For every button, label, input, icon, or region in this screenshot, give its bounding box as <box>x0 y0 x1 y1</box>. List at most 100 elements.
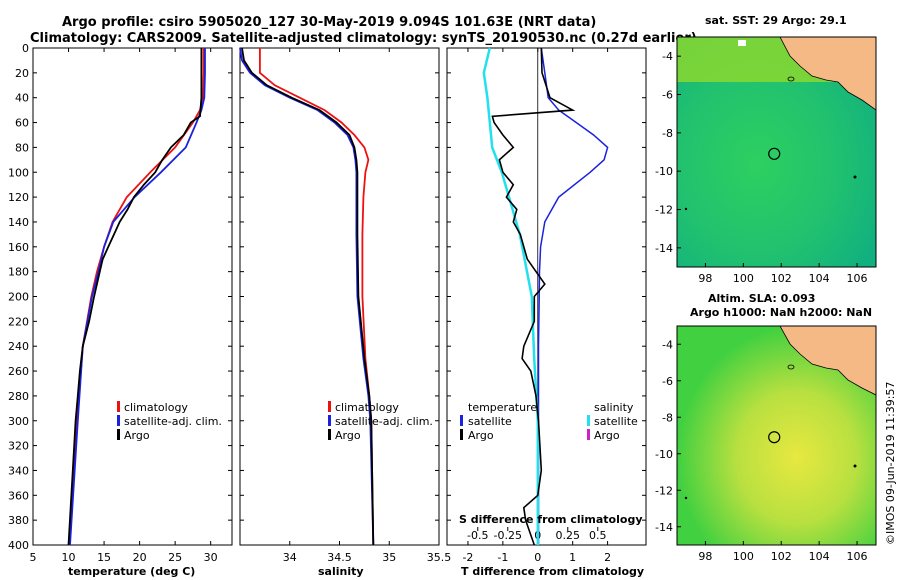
depth-tick-label: 320 <box>8 440 29 453</box>
sla-island <box>684 496 688 500</box>
legend-satellite-adj: satellite-adj. clim. <box>335 415 433 428</box>
depth-tick-label: 200 <box>8 291 29 304</box>
title-line2: Climatology: CARS2009. Satellite-adjuste… <box>30 31 697 46</box>
temperature-legend: climatology satellite-adj. clim. Argo <box>117 401 222 442</box>
depth-tick-label: 360 <box>8 489 29 502</box>
legend-climatology: climatology <box>335 401 399 414</box>
credit-text: ©IMOS 09-Jun-2019 11:39:57 <box>884 381 897 545</box>
sla-island <box>787 364 795 370</box>
lon-tick-label: 106 <box>847 550 868 563</box>
depth-tick-label: 20 <box>15 67 29 80</box>
sst-island <box>787 76 795 82</box>
legend-s-satellite: satellite <box>594 415 638 428</box>
salinity-legend: climatology satellite-adj. clim. Argo <box>328 401 433 442</box>
lon-tick-label: 104 <box>809 272 830 285</box>
depth-tick-label: 0 <box>22 42 29 55</box>
legend-swatch-climatology <box>117 401 120 412</box>
x-tick-label: 1 <box>569 551 576 564</box>
argo-position-marker <box>768 431 781 444</box>
depth-tick-label: 40 <box>15 92 29 105</box>
series-line-t-satellite <box>537 47 609 545</box>
legend-salinity-title: salinity <box>594 401 634 414</box>
legend-temperature-title: temperature <box>468 401 537 414</box>
series-line-satellite-adj-clim- <box>239 47 375 546</box>
series-line-argo <box>67 48 203 546</box>
x-tick-label: 34.5 <box>327 551 352 564</box>
legend-swatch-s-satellite <box>587 415 590 426</box>
depth-axis: 0 20 40 60 80 100 120 140 160 180 200 220 240 260 280 3… <box>8 42 646 552</box>
x-tick-label: 35 <box>382 551 396 564</box>
salinity-x-axis: 34 34.5 35 35.5 <box>283 48 452 564</box>
series-line-argo <box>241 47 375 546</box>
lon-tick-label: 106 <box>847 272 868 285</box>
sst-map <box>677 37 876 267</box>
sst-island <box>853 175 857 179</box>
difference-top-label: S difference from climatology <box>459 513 643 526</box>
legend-argo: Argo <box>335 429 361 442</box>
temperature-panel <box>32 47 233 546</box>
salinity-xlabel: salinity <box>318 565 364 578</box>
x-tick-label: 25 <box>168 551 182 564</box>
lat-tick-label: -14 <box>655 521 673 534</box>
depth-tick-label: 160 <box>8 241 29 254</box>
legend-swatch-s-argo <box>587 429 590 440</box>
legend-argo: Argo <box>124 429 150 442</box>
temperature-x-axis: 5 10 15 20 25 30 <box>30 48 218 564</box>
sst-land <box>779 37 876 111</box>
x-tick-label: 2 <box>604 551 611 564</box>
sla-island <box>853 464 857 468</box>
temperature-series <box>67 48 206 546</box>
lat-tick-label: -10 <box>655 448 673 461</box>
x-tick-label: -1 <box>497 551 508 564</box>
depth-tick-label: 380 <box>8 514 29 527</box>
s-tick-label: -0.5 <box>467 529 488 542</box>
legend-climatology: climatology <box>124 401 188 414</box>
sst-missing-data <box>738 40 746 46</box>
sst-island <box>684 207 688 211</box>
legend-satellite-adj: satellite-adj. clim. <box>124 415 222 428</box>
depth-tick-label: 280 <box>8 390 29 403</box>
depth-tick-label: 400 <box>8 539 29 552</box>
difference-series <box>482 47 609 546</box>
lat-tick-label: -8 <box>662 411 673 424</box>
depth-tick-label: 340 <box>8 464 29 477</box>
lon-tick-label: 100 <box>733 272 754 285</box>
sst-map-title: sat. SST: 29 Argo: 29.1 <box>705 14 847 27</box>
lon-tick-label: 98 <box>698 272 712 285</box>
argo-position-marker <box>768 147 781 160</box>
lat-tick-label: -6 <box>662 375 673 388</box>
x-tick-label: 35.5 <box>427 551 452 564</box>
lon-tick-label: 98 <box>698 550 712 563</box>
sst-map-axes: 98 100 102 104 106 -4 -6 -8 -10 -12 -14 <box>655 50 868 285</box>
depth-tick-label: 120 <box>8 191 29 204</box>
depth-tick-label: 60 <box>15 117 29 130</box>
legend-swatch-climatology <box>328 401 331 412</box>
x-tick-label: -2 <box>462 551 473 564</box>
lon-tick-label: 100 <box>733 550 754 563</box>
lat-tick-label: -12 <box>655 484 673 497</box>
salinity-panel <box>239 47 440 546</box>
x-tick-label: 30 <box>204 551 218 564</box>
title-line1: Argo profile: csiro 5905020_127 30-May-2… <box>62 15 596 30</box>
series-line-climatology <box>68 48 205 546</box>
sla-map <box>677 326 876 545</box>
series-line-satellite-adj-clim- <box>69 48 206 546</box>
difference-xlabel: T difference from climatology <box>461 565 644 578</box>
legend-swatch-argo <box>328 429 331 440</box>
depth-tick-label: 180 <box>8 266 29 279</box>
legend-swatch-argo <box>117 429 120 440</box>
sla-map-axes: 98 100 102 104 106 -4 -6 -8 -10 -12 -14 <box>655 338 868 563</box>
x-tick-label: 10 <box>62 551 76 564</box>
sla-map-title-line1: Altim. SLA: 0.093 <box>708 292 815 305</box>
depth-tick-label: 140 <box>8 216 29 229</box>
legend-swatch-t-argo <box>460 429 463 440</box>
lon-tick-label: 102 <box>771 272 792 285</box>
x-tick-label: 15 <box>97 551 111 564</box>
sst-map-frame <box>676 36 877 268</box>
lon-tick-label: 104 <box>809 550 830 563</box>
sla-map-title-line2: Argo h1000: NaN h2000: NaN <box>690 306 872 319</box>
depth-tick-label: 80 <box>15 141 29 154</box>
lon-tick-label: 102 <box>771 550 792 563</box>
depth-tick-label: 240 <box>8 340 29 353</box>
